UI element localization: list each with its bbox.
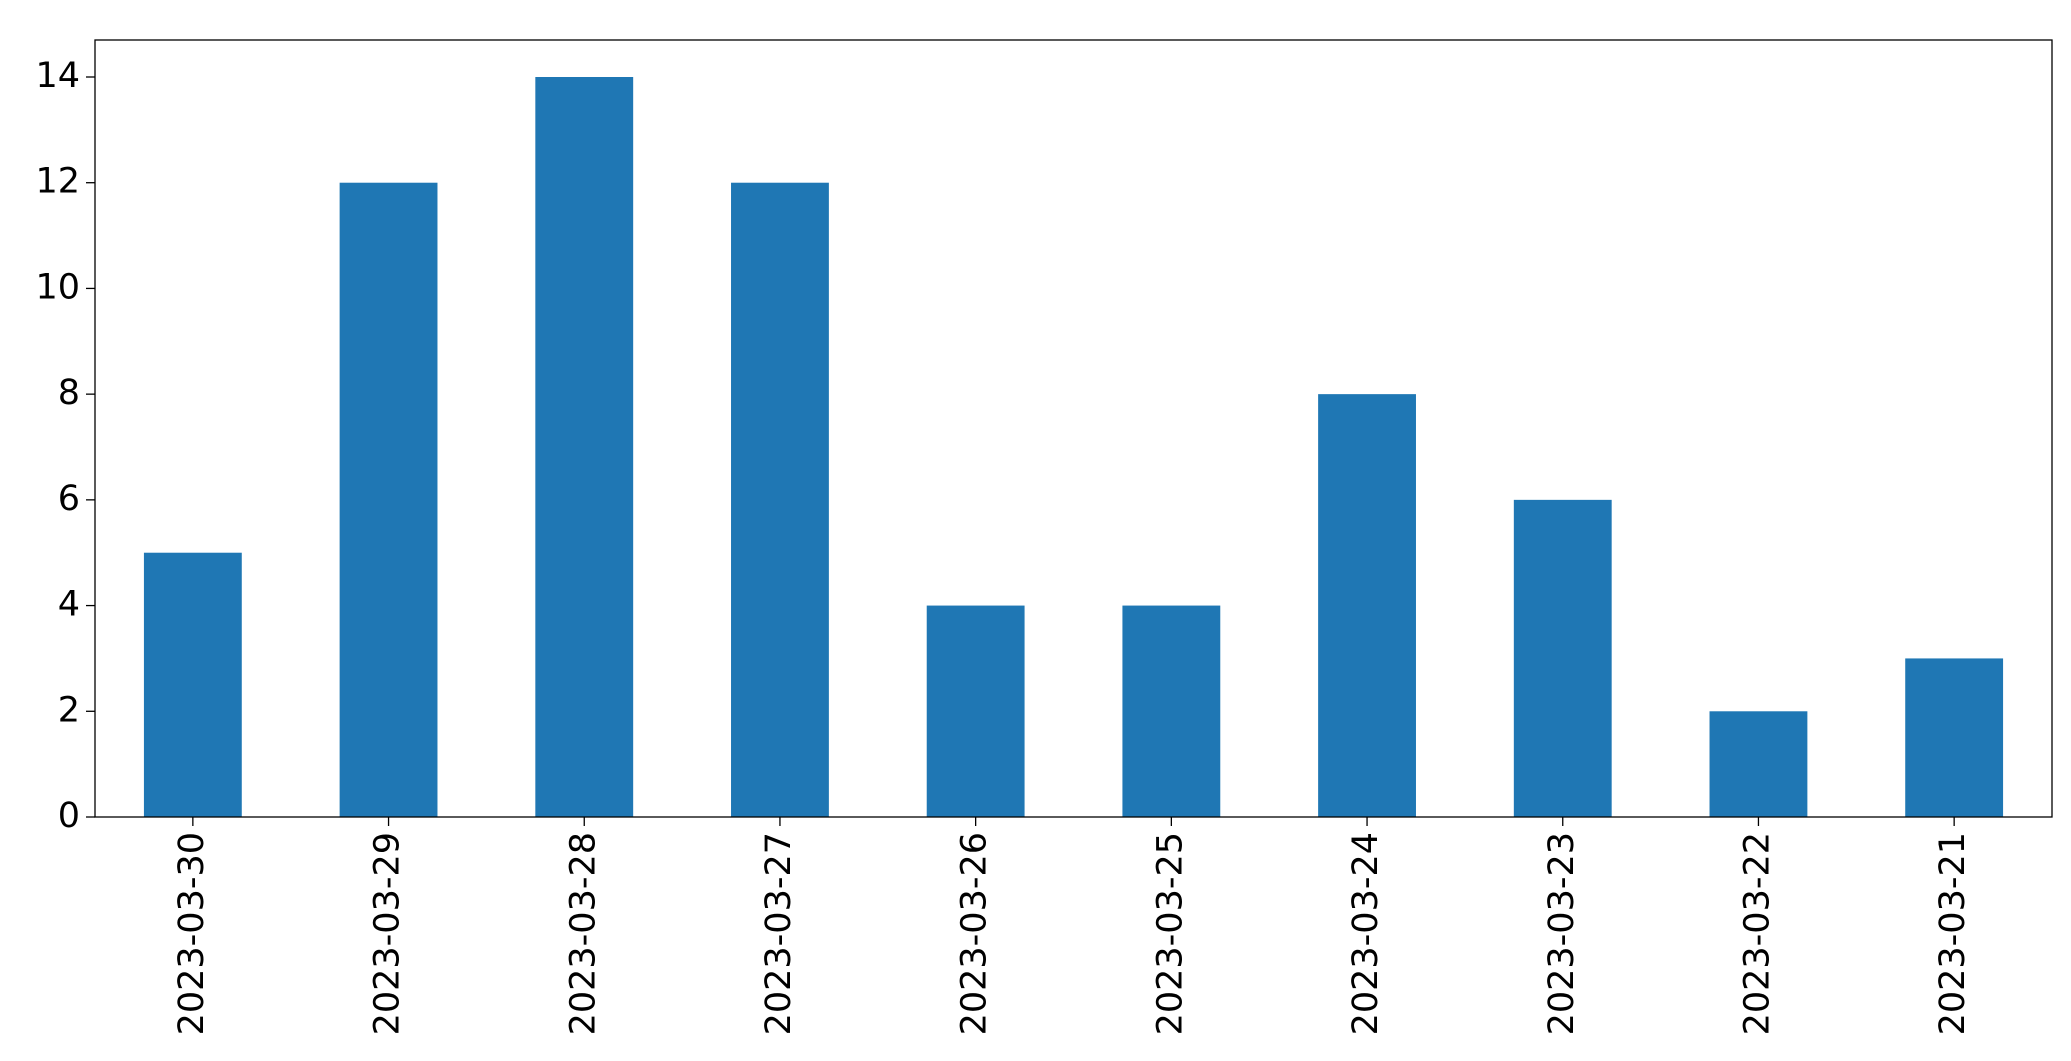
y-tick-label: 6 bbox=[58, 479, 80, 519]
y-tick-label: 8 bbox=[58, 373, 80, 413]
bar bbox=[1318, 394, 1416, 817]
y-tick-label: 4 bbox=[58, 585, 80, 625]
y-tick-label: 14 bbox=[35, 56, 80, 96]
bar bbox=[535, 77, 634, 817]
x-tick-label: 2023-03-23 bbox=[1542, 832, 1582, 1035]
bar bbox=[926, 605, 1025, 817]
bar bbox=[1905, 658, 2004, 817]
bar bbox=[339, 182, 438, 817]
x-tick-label: 2023-03-29 bbox=[368, 832, 408, 1035]
x-tick-label: 2023-03-21 bbox=[1933, 832, 1973, 1035]
x-tick-label: 2023-03-26 bbox=[955, 832, 995, 1035]
bar bbox=[1709, 711, 1808, 817]
x-tick-label: 2023-03-27 bbox=[759, 832, 799, 1035]
plot-frame bbox=[94, 39, 2053, 818]
x-tick-label: 2023-03-22 bbox=[1737, 832, 1777, 1035]
x-tick-label: 2023-03-25 bbox=[1150, 832, 1190, 1035]
x-tick-label: 2023-03-30 bbox=[172, 832, 212, 1035]
x-tick-label: 2023-03-24 bbox=[1346, 832, 1386, 1035]
y-tick-label: 10 bbox=[35, 267, 80, 307]
bar bbox=[1513, 499, 1612, 817]
bar bbox=[731, 182, 829, 817]
x-tick-label: 2023-03-28 bbox=[563, 832, 603, 1035]
y-tick-label: 0 bbox=[58, 796, 80, 836]
y-tick-label: 2 bbox=[58, 690, 80, 730]
y-tick-label: 12 bbox=[35, 162, 80, 202]
bar bbox=[143, 552, 242, 817]
bar bbox=[1122, 605, 1221, 817]
